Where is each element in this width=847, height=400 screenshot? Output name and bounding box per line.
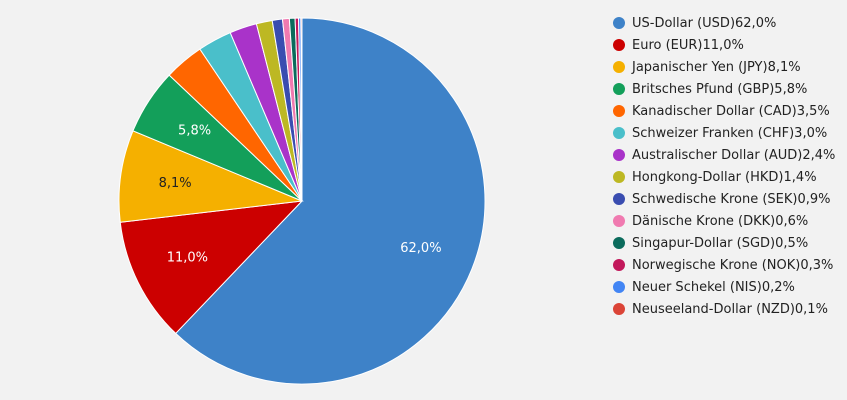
legend-label: Japanischer Yen (JPY): [632, 59, 768, 75]
legend-label: Schwedische Krone (SEK): [632, 191, 798, 207]
legend-swatch-icon: [613, 237, 625, 249]
legend-label: Australischer Dollar (AUD): [632, 147, 803, 163]
legend-swatch-icon: [613, 193, 625, 205]
legend-item[interactable]: Schweizer Franken (CHF) 3,0%: [613, 122, 835, 144]
legend-item[interactable]: Schwedische Krone (SEK) 0,9%: [613, 188, 835, 210]
legend-swatch-icon: [613, 171, 625, 183]
slice-data-label: 62,0%: [400, 241, 441, 256]
legend-label: Euro (EUR): [632, 37, 703, 53]
legend-label: Hongkong-Dollar (HKD): [632, 169, 784, 185]
legend-item[interactable]: Britsches Pfund (GBP) 5,8%: [613, 78, 835, 100]
legend-label: Norwegische Krone (NOK): [632, 257, 801, 273]
pie-slice[interactable]: [300, 17, 303, 202]
legend-value: 62,0%: [735, 15, 777, 31]
legend-swatch-icon: [613, 83, 625, 95]
legend-swatch-icon: [613, 215, 625, 227]
legend-label: Britsches Pfund (GBP): [632, 81, 775, 97]
legend-value: 11,0%: [702, 37, 744, 53]
pie-slice[interactable]: [174, 17, 486, 385]
slice-data-label: 11,0%: [167, 251, 208, 266]
slice-data-label: 5,8%: [178, 124, 211, 139]
legend-value: 0,5%: [775, 235, 809, 251]
legend-swatch-icon: [613, 259, 625, 271]
legend-value: 0,9%: [797, 191, 831, 207]
legend-item[interactable]: Dänische Krone (DKK) 0,6%: [613, 210, 835, 232]
legend-value: 0,3%: [800, 257, 834, 273]
legend-label: Dänische Krone (DKK): [632, 213, 776, 229]
legend-swatch-icon: [613, 127, 625, 139]
legend-swatch-icon: [613, 281, 625, 293]
legend-item[interactable]: Euro (EUR) 11,0%: [613, 34, 835, 56]
pie-plot-area: 62,0% 11,0% 8,1% 5,8%: [118, 17, 486, 385]
legend-value: 8,1%: [767, 59, 801, 75]
legend-swatch-icon: [613, 39, 625, 51]
legend-item[interactable]: Australischer Dollar (AUD) 2,4%: [613, 144, 835, 166]
legend-item[interactable]: Singapur-Dollar (SGD) 0,5%: [613, 232, 835, 254]
legend-label: Singapur-Dollar (SGD): [632, 235, 776, 251]
legend-item[interactable]: Japanischer Yen (JPY) 8,1%: [613, 56, 835, 78]
legend-value: 3,5%: [796, 103, 830, 119]
legend-swatch-icon: [613, 149, 625, 161]
legend-item[interactable]: Kanadischer Dollar (CAD) 3,5%: [613, 100, 835, 122]
legend: US-Dollar (USD) 62,0% Euro (EUR) 11,0% Jap…: [613, 12, 835, 320]
legend-item[interactable]: Hongkong-Dollar (HKD) 1,4%: [613, 166, 835, 188]
legend-swatch-icon: [613, 303, 625, 315]
legend-value: 2,4%: [802, 147, 836, 163]
legend-label: Neuseeland-Dollar (NZD): [632, 301, 795, 317]
pie-slice[interactable]: [118, 130, 304, 223]
legend-value: 3,0%: [794, 125, 828, 141]
legend-value: 0,6%: [775, 213, 809, 229]
legend-swatch-icon: [613, 17, 625, 29]
legend-label: Neuer Schekel (NIS): [632, 279, 762, 295]
legend-label: US-Dollar (USD): [632, 15, 736, 31]
legend-item[interactable]: Norwegische Krone (NOK) 0,3%: [613, 254, 835, 276]
legend-item[interactable]: US-Dollar (USD) 62,0%: [613, 12, 835, 34]
legend-item[interactable]: Neuer Schekel (NIS) 0,2%: [613, 276, 835, 298]
legend-swatch-icon: [613, 61, 625, 73]
legend-value: 0,1%: [794, 301, 828, 317]
legend-value: 1,4%: [783, 169, 817, 185]
legend-swatch-icon: [613, 105, 625, 117]
pie-slice[interactable]: [119, 200, 304, 335]
legend-value: 5,8%: [774, 81, 808, 97]
legend-value: 0,2%: [761, 279, 795, 295]
legend-label: Schweizer Franken (CHF): [632, 125, 795, 141]
slice-data-label: 8,1%: [159, 176, 192, 191]
legend-item[interactable]: Neuseeland-Dollar (NZD) 0,1%: [613, 298, 835, 320]
legend-label: Kanadischer Dollar (CAD): [632, 103, 797, 119]
